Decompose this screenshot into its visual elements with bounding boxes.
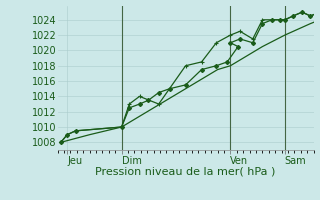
X-axis label: Pression niveau de la mer( hPa ): Pression niveau de la mer( hPa ) [95,167,276,177]
